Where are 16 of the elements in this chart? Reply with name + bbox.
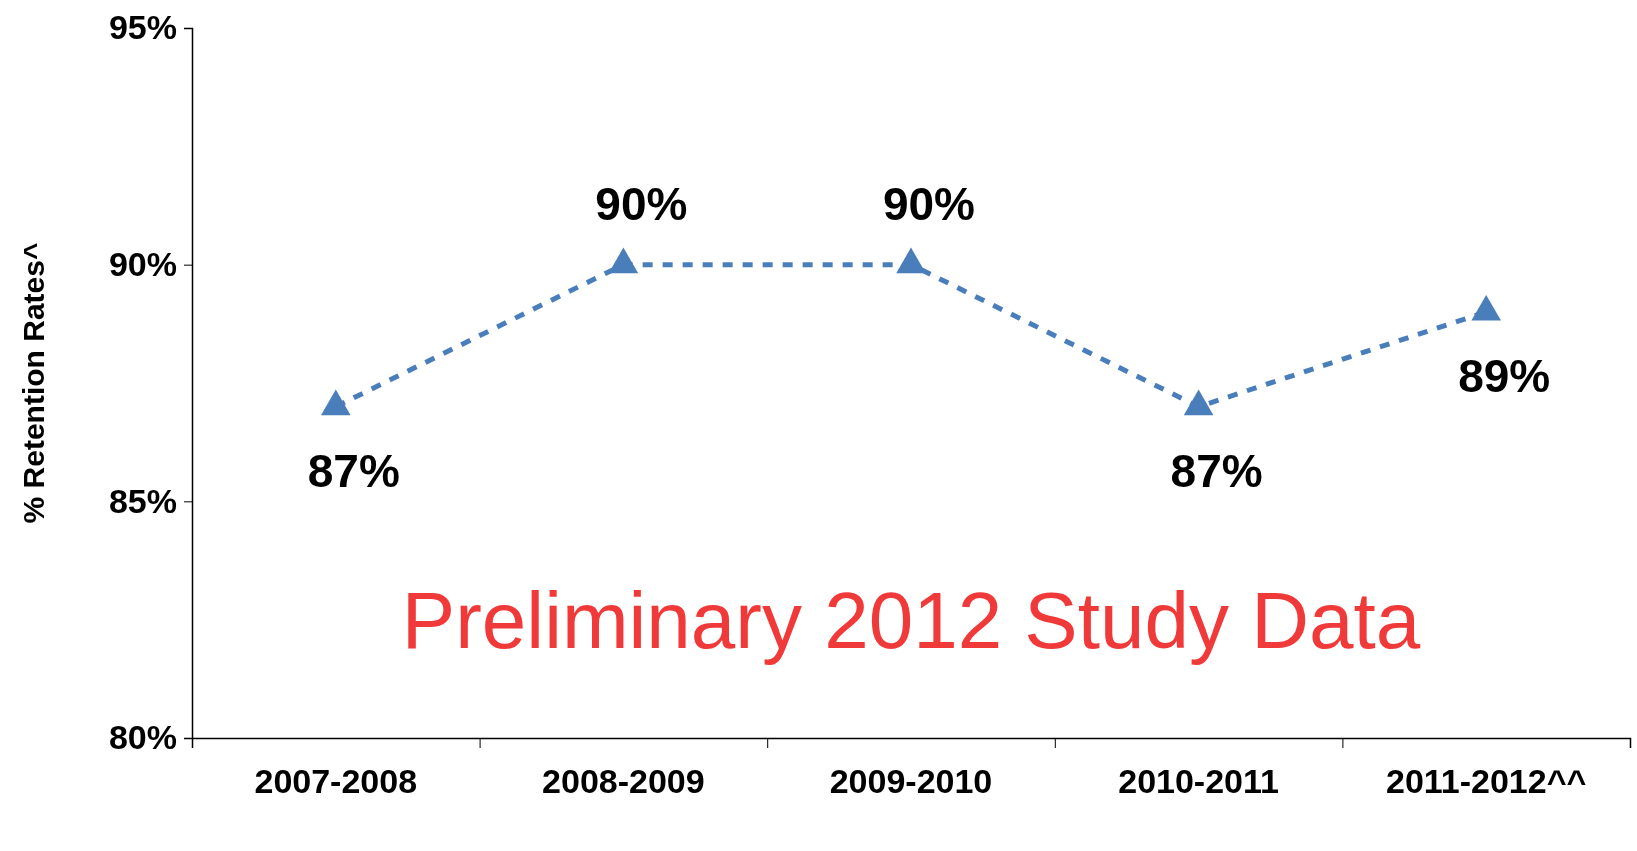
- data-label: 90%: [595, 177, 688, 230]
- y-tick-label: 90%: [108, 245, 177, 284]
- annotation: Preliminary 2012 Study Data: [401, 576, 1421, 665]
- y-tick-label: 95%: [108, 8, 177, 47]
- x-tick-label: 2011-2012^^: [1385, 762, 1587, 800]
- x-tick-label: 2008-2009: [542, 762, 705, 800]
- x-tick-label: 2007-2008: [254, 762, 418, 800]
- data-label: 87%: [307, 444, 400, 497]
- y-axis-title: % Retention Rates^: [17, 242, 50, 524]
- data-label: 89%: [1458, 350, 1551, 402]
- data-label: 90%: [882, 177, 976, 230]
- x-tick-label: 2009-2010: [829, 762, 993, 800]
- x-tick-label: 2010-2011: [1118, 762, 1279, 800]
- y-tick-label: 80%: [108, 718, 177, 757]
- data-label: 87%: [1170, 444, 1263, 497]
- y-tick-label: 85%: [108, 481, 177, 520]
